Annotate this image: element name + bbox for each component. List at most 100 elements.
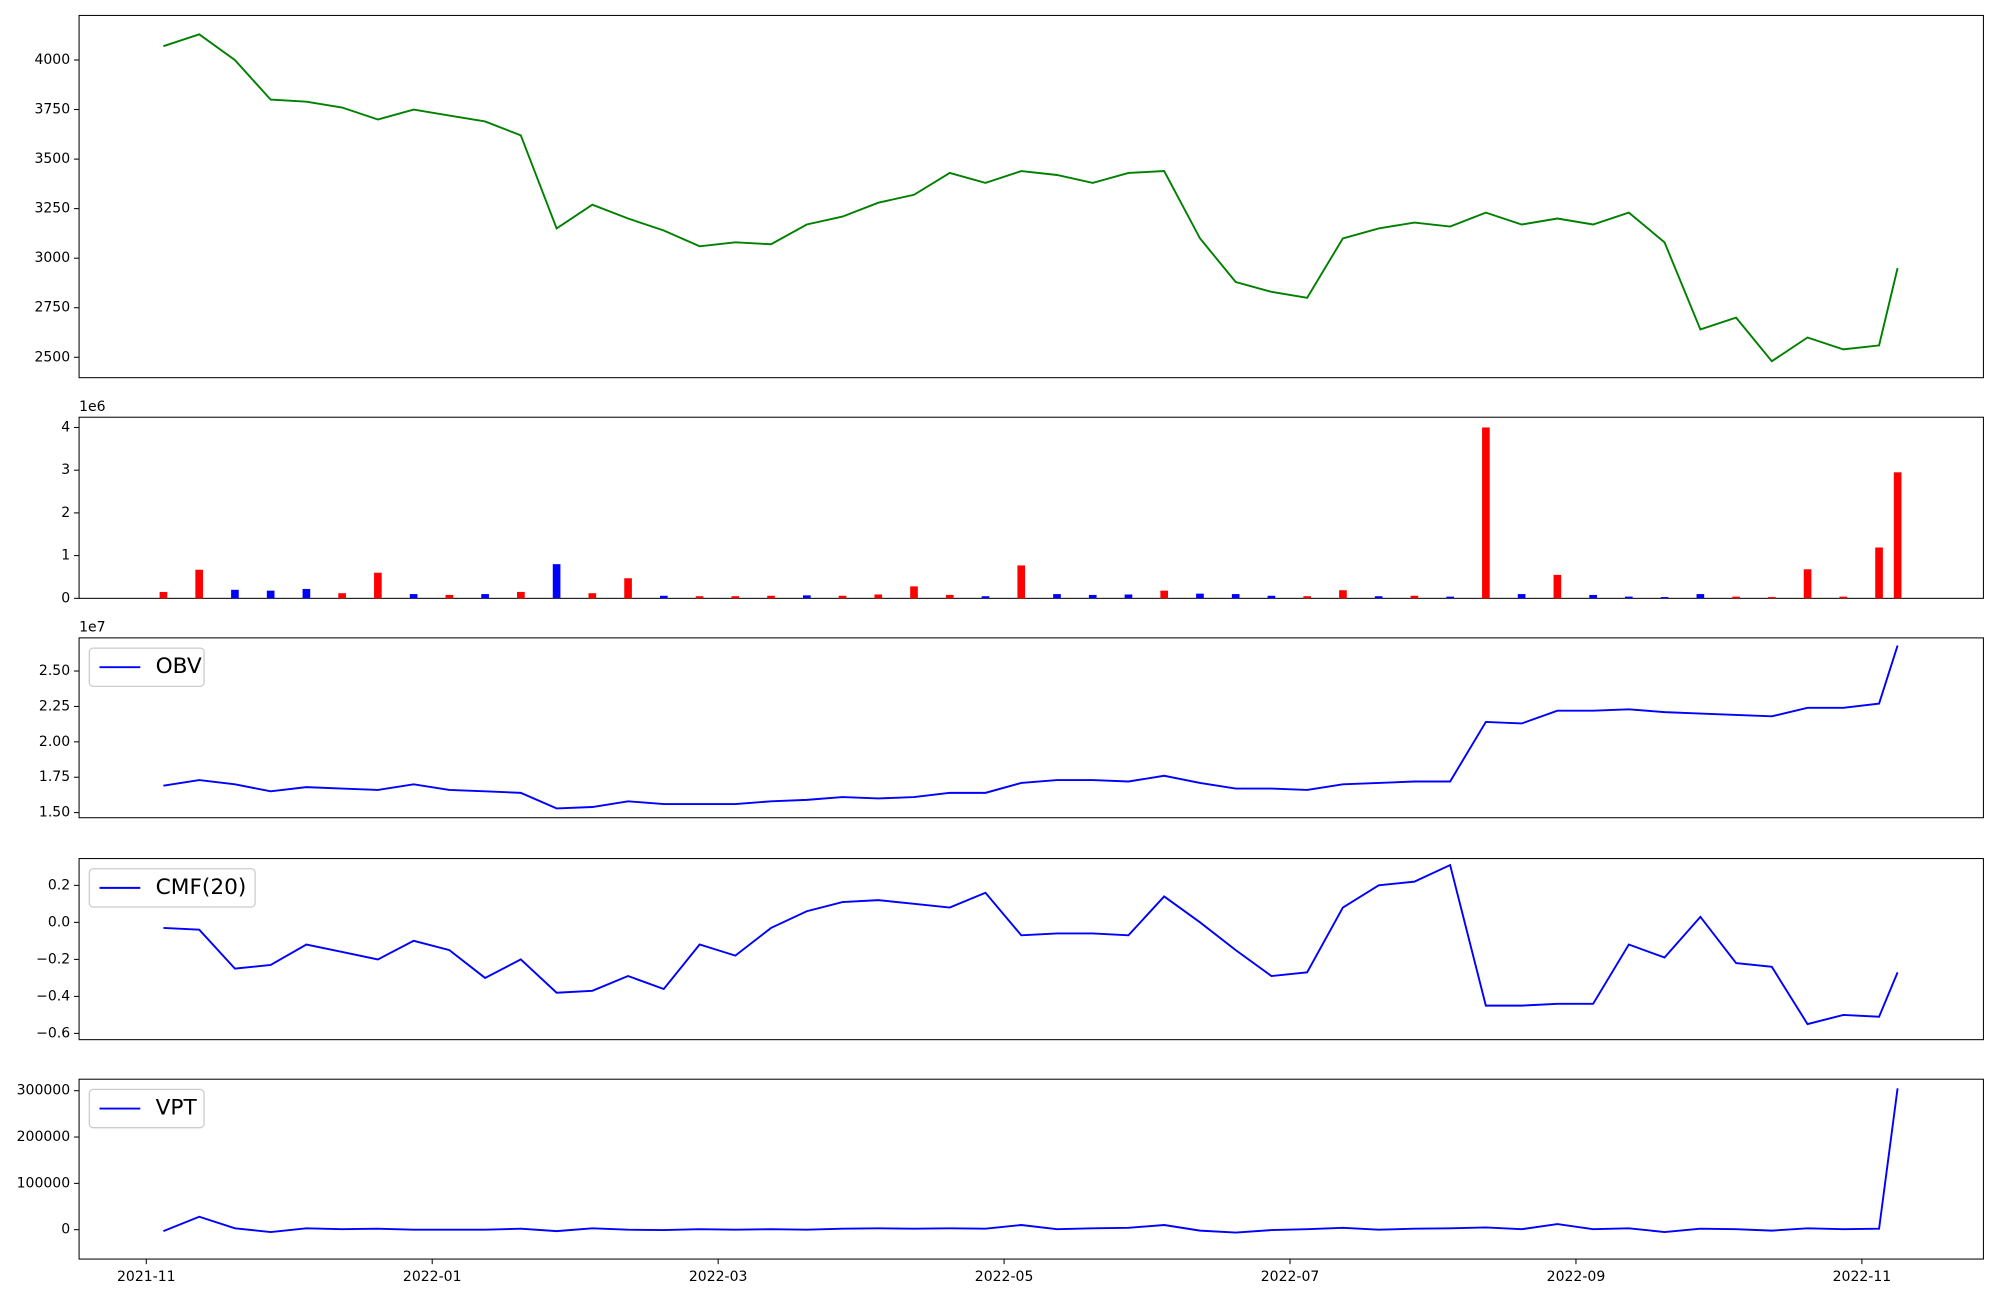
offset-text: 1e7 — [79, 620, 105, 636]
x-tick-label: 2021-11 — [117, 1269, 176, 1285]
bar — [910, 586, 918, 599]
bar — [874, 594, 883, 599]
bar — [552, 564, 561, 599]
bar — [659, 595, 668, 599]
bar — [945, 594, 954, 599]
plot-frame — [78, 1078, 1984, 1260]
bar — [517, 591, 525, 599]
y-tick-label: 2.50 — [39, 663, 70, 679]
bar — [1696, 594, 1705, 599]
x-tick-label: 2022-07 — [1261, 1269, 1320, 1285]
bar — [1660, 597, 1669, 599]
bar — [266, 590, 275, 599]
bar — [1589, 594, 1597, 599]
bar — [695, 596, 704, 599]
y-tick-label: −0.4 — [36, 988, 70, 1004]
bar — [302, 588, 311, 599]
y-tick-label: −0.6 — [36, 1025, 70, 1041]
y-tick-label: 3500 — [34, 151, 70, 167]
y-tick-label: 3000 — [34, 250, 70, 266]
bar — [588, 593, 597, 599]
y-tick-label: 2 — [61, 505, 70, 521]
y-tick-label: 2750 — [34, 300, 70, 316]
bar — [195, 569, 204, 599]
bar — [1017, 565, 1026, 599]
bar — [159, 591, 168, 599]
legend: CMF(20) — [88, 868, 256, 908]
y-tick-label: −0.2 — [36, 951, 70, 967]
y-tick-label: 0.2 — [48, 877, 70, 893]
bar — [1767, 597, 1776, 599]
y-tick-label: 0 — [61, 1222, 70, 1238]
data-line — [163, 33, 1899, 363]
bar — [1839, 596, 1848, 599]
bar — [1303, 596, 1312, 599]
bar — [374, 572, 382, 599]
y-tick-label: 3750 — [34, 102, 70, 118]
bar — [838, 595, 847, 599]
bar — [802, 595, 811, 599]
x-tick-label: 2022-05 — [975, 1269, 1034, 1285]
bar — [1553, 574, 1562, 599]
y-tick-label: 1.50 — [39, 805, 70, 821]
plot-frame — [78, 637, 1984, 819]
bar — [624, 578, 632, 599]
y-tick-label: 1 — [61, 548, 70, 564]
bar — [731, 596, 740, 599]
bar — [231, 589, 239, 599]
bar — [481, 594, 489, 599]
legend: OBV — [88, 647, 205, 687]
bar — [1893, 472, 1902, 599]
plot-frame — [78, 858, 1984, 1041]
bar — [1482, 427, 1490, 599]
bar — [1410, 595, 1419, 599]
legend-box — [88, 868, 256, 908]
bar — [1339, 590, 1347, 599]
bar — [409, 594, 418, 599]
bar — [1625, 596, 1633, 599]
bar — [981, 596, 990, 599]
bar — [1088, 594, 1097, 599]
bar — [1803, 569, 1812, 599]
y-tick-label: 2.25 — [39, 698, 70, 714]
y-tick-label: 1.75 — [39, 769, 70, 785]
bar — [1160, 590, 1169, 599]
bar — [767, 595, 775, 599]
offset-text: 1e6 — [79, 399, 106, 415]
x-tick-label: 2022-03 — [689, 1269, 748, 1285]
legend: VPT — [88, 1088, 205, 1129]
bar — [1267, 595, 1276, 599]
y-tick-label: 4 — [61, 419, 70, 435]
y-tick-label: 100000 — [17, 1175, 71, 1191]
bar — [1446, 596, 1454, 599]
bar — [338, 593, 346, 599]
bar — [1053, 594, 1061, 599]
legend-box — [88, 647, 205, 687]
bar — [1196, 593, 1204, 599]
y-tick-label: 3 — [61, 462, 70, 478]
y-tick-label: 3250 — [34, 201, 70, 217]
data-line — [163, 863, 1899, 1026]
data-line — [163, 1088, 1899, 1234]
y-tick-label: 0.0 — [48, 914, 70, 930]
plot-frame — [78, 14, 1984, 379]
legend-text: VPT — [156, 1096, 198, 1121]
x-tick-label: 2022-11 — [1833, 1269, 1892, 1285]
bar — [1517, 594, 1526, 599]
bar — [1124, 594, 1133, 599]
bar — [445, 594, 454, 599]
legend-box — [88, 1088, 205, 1129]
y-tick-label: 0 — [61, 590, 70, 606]
x-tick-label: 2022-01 — [403, 1269, 462, 1285]
y-tick-label: 2500 — [34, 349, 70, 365]
legend-text: CMF(20) — [156, 875, 247, 900]
bar — [1231, 594, 1240, 599]
data-line — [163, 645, 1899, 810]
plot-frame — [78, 416, 1984, 599]
x-tick-label: 2022-09 — [1547, 1269, 1606, 1285]
y-tick-label: 2.00 — [39, 734, 70, 750]
y-tick-label: 4000 — [34, 52, 70, 68]
y-tick-label: 200000 — [17, 1129, 71, 1145]
bar — [1374, 596, 1383, 599]
